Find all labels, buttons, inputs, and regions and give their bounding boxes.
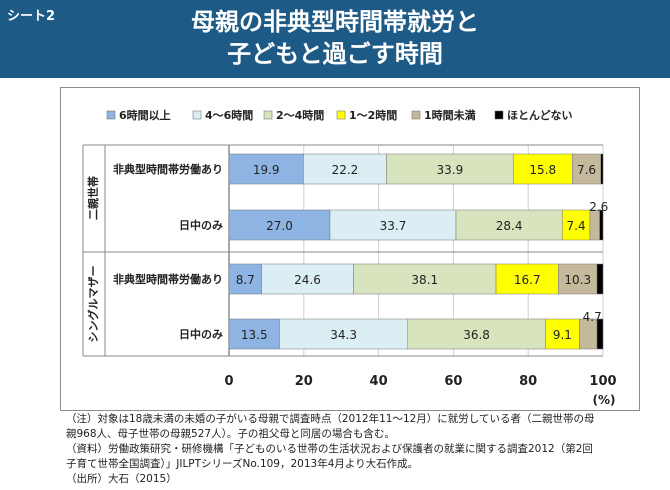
x-tick-label: 20 [295,374,313,389]
x-tick-label: 40 [370,374,388,389]
legend-label: 4〜6時間 [205,108,253,122]
notes: （注）対象は18歳未満の未婚の子がいる母親で調査時点（2012年11〜12月）に… [66,412,646,487]
legend-swatch [336,110,346,120]
bar-segment [599,209,604,241]
bar-segment [495,263,559,295]
data-label: 38.1 [411,273,438,287]
category-label: 非典型時間帯労働あり [113,272,223,286]
bar-segment [596,263,604,295]
legend-swatch [263,110,273,120]
data-label: 34.3 [330,328,357,342]
bar-segment [512,153,573,185]
legend-label: 6時間以上 [119,108,171,122]
legend-label: ほとんどない [507,109,572,122]
bar-segment [545,318,580,350]
category-label: 非典型時間帯労働あり [113,162,223,176]
legend-swatch [106,110,116,120]
bar-segment [596,318,604,350]
data-label: 8.7 [236,273,255,287]
bar-segment [572,153,602,185]
data-label: 24.6 [294,273,321,287]
bar-segment [303,153,387,185]
legend-label: 1〜2時間 [349,108,397,122]
category-label: 日中のみ [179,327,223,341]
bar-segment [353,263,497,295]
data-label: 33.9 [436,163,463,177]
bar-segment [558,263,598,295]
bar-segment [279,318,409,350]
data-label: 2.6 [589,200,608,214]
bar-segment [589,209,600,241]
bar-segment [455,209,563,241]
note-line: （出所）大石（2015） [66,473,177,485]
page-title-line1: 母親の非典型時間帯就労と [191,8,479,36]
data-label: 33.7 [380,219,407,233]
group-label: シングルマザー [86,266,100,343]
legend-label: 1時間未満 [424,108,476,122]
x-tick-label: 80 [519,374,537,389]
category-label: 日中のみ [179,218,223,232]
bar-segment [386,153,514,185]
header-banner: シート2 母親の非典型時間帯就労と 子どもと過ごす時間 [0,0,670,78]
legend-swatch [192,110,202,120]
sheet-label: シート2 [7,9,56,24]
bar-segment [600,153,604,185]
page-title-line2: 子どもと過ごす時間 [227,40,443,68]
legend-swatch [494,110,504,120]
data-label: 27.0 [266,219,293,233]
chart-frame: 6時間以上 4〜6時間 2〜4時間 1〜2時間 1時間未満 ほとんどない 0 20 40 60 80… [60,87,640,411]
bar-segment [228,318,280,350]
bar-segment [407,318,546,350]
bar-segment [561,209,591,241]
data-label: 19.9 [253,163,280,177]
data-label: 10.3 [564,273,591,287]
bar-segment [329,209,457,241]
legend-label: 2〜4時間 [276,108,324,122]
stacked-bar-chart: 6時間以上 4〜6時間 2〜4時間 1〜2時間 1時間未満 ほとんどない 0 20 40 60 80… [82,108,617,407]
note-line: 子育て世帯全国調査）」JILPTシリーズNo.109，2013年4月より大石作成… [66,458,419,470]
group-label: 二親世帯 [86,176,100,220]
note-line: （注）対象は18歳未満の未婚の子がいる母親で調査時点（2012年11〜12月）に… [66,413,595,425]
legend-swatch [411,110,421,120]
bar-segment [261,263,354,295]
data-label: 7.6 [577,163,596,177]
bar-segment [228,153,304,185]
x-tick-label: 100 [589,374,616,389]
note-line: （資料）労働政策研究・研修機構「子どものいる世帯の生活状況および保護者の就業に関… [66,443,593,455]
data-label: 13.5 [241,328,268,342]
data-label: 28.4 [496,219,523,233]
data-label: 15.8 [529,163,556,177]
data-label: 22.2 [332,163,359,177]
data-label: 7.4 [567,219,586,233]
data-label: 36.8 [463,328,490,342]
note-line: 親968人、母子世帯の母親527人）。子の祖父母と同居の場合も含む。 [66,428,395,440]
x-tick-label: 60 [444,374,462,389]
data-label: 16.7 [514,273,541,287]
x-unit-label: (%) [593,393,616,407]
data-label: 9.1 [553,328,572,342]
x-tick-label: 0 [224,374,233,389]
